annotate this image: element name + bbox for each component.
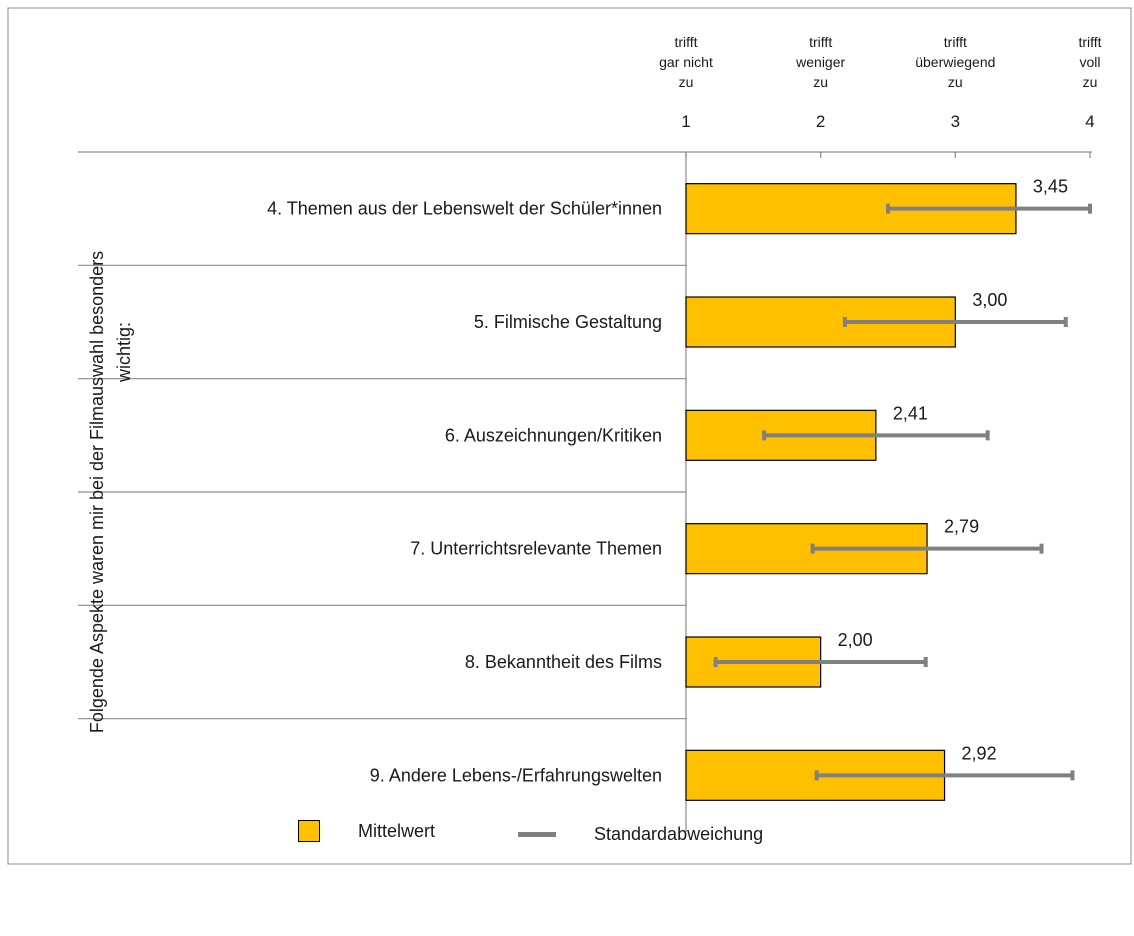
category-label: 7. Unterrichtsrelevante Themen (410, 539, 662, 559)
x-tick-caption: zu (813, 74, 828, 90)
x-tick-caption: trifft (1078, 34, 1101, 50)
category-label: 6. Auszeichnungen/Kritiken (445, 425, 662, 445)
x-tick-caption: zu (679, 74, 694, 90)
data-label: 2,79 (944, 517, 979, 537)
x-tick-caption: voll (1079, 54, 1100, 70)
x-tick-caption: trifft (944, 34, 967, 50)
x-tick-caption: trifft (809, 34, 832, 50)
x-tick-label: 1 (681, 112, 690, 131)
x-tick-caption: gar nicht (659, 54, 713, 70)
data-label: 2,41 (893, 403, 928, 423)
category-label: 8. Bekanntheit des Films (465, 652, 662, 672)
legend-item-sd: Standardabweichung (518, 824, 763, 845)
x-tick-caption: zu (948, 74, 963, 90)
x-tick-caption: zu (1083, 74, 1098, 90)
data-label: 3,00 (972, 290, 1007, 310)
legend-item-mean: Mittelwert (298, 820, 435, 842)
category-label: 5. Filmische Gestaltung (474, 312, 662, 332)
legend: Mittelwert Standardabweichung (0, 820, 1134, 860)
x-tick-label: 4 (1085, 112, 1094, 131)
legend-swatch-sd (518, 832, 556, 837)
x-tick-caption: überwiegend (915, 54, 995, 70)
x-tick-label: 2 (816, 112, 825, 131)
legend-label-sd: Standardabweichung (594, 824, 764, 844)
category-label: 9. Andere Lebens-/Erfahrungswelten (370, 765, 662, 785)
category-label: 4. Themen aus der Lebenswelt der Schüler… (267, 199, 662, 219)
y-axis-title: wichtig: (114, 322, 134, 383)
data-label: 3,45 (1033, 177, 1068, 197)
legend-swatch-mean (298, 820, 320, 842)
x-tick-caption: weniger (795, 54, 845, 70)
y-axis-title: Folgende Aspekte waren mir bei der Filma… (87, 251, 107, 733)
data-label: 2,92 (962, 743, 997, 763)
chart-frame (7, 7, 1132, 865)
x-tick-caption: trifft (674, 34, 697, 50)
data-label: 2,00 (838, 630, 873, 650)
x-tick-label: 3 (951, 112, 960, 131)
legend-label-mean: Mittelwert (358, 820, 436, 841)
